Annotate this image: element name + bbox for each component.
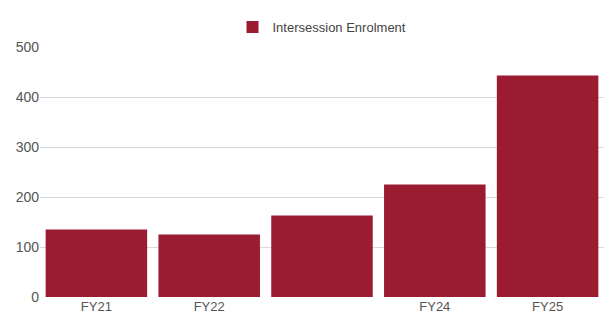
svg-text:FY25: FY25 [532,299,563,314]
svg-text:300: 300 [16,139,40,155]
svg-text:FY24: FY24 [419,299,450,314]
svg-text:FY21: FY21 [81,299,112,314]
svg-text:Intersession Enrolment: Intersession Enrolment [273,20,406,35]
svg-text:100: 100 [16,239,40,255]
svg-text:400: 400 [16,89,40,105]
svg-text:200: 200 [16,189,40,205]
svg-text:0: 0 [31,289,39,305]
svg-text:FY22: FY22 [194,299,225,314]
svg-text:500: 500 [16,39,40,55]
